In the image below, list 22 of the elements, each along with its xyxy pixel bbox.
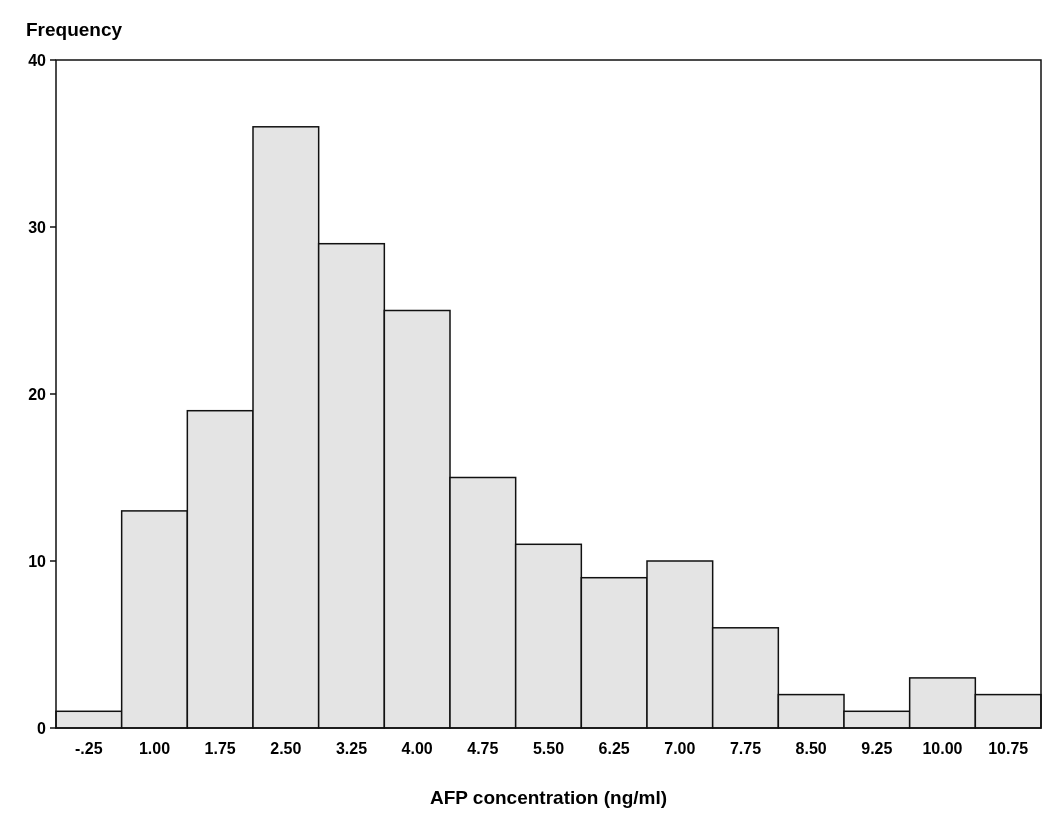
x-tick-label: 5.50	[532, 740, 565, 757]
x-tick-label: -.25	[75, 740, 103, 757]
x-tick-label: 4.00	[401, 740, 433, 757]
y-axis-title: Frequency	[26, 19, 123, 40]
x-tick-label: 3.25	[335, 740, 368, 757]
x-tick-label: 7.75	[729, 740, 762, 757]
y-tick-label: 20	[28, 385, 47, 403]
x-tick-label: 1.00	[138, 740, 171, 757]
x-tick-label: 2.50	[270, 740, 302, 757]
y-tick-label: 40	[28, 51, 47, 69]
y-tick-label: 10	[28, 552, 47, 570]
x-axis-title: AFP concentration (ng/ml)	[429, 787, 668, 808]
x-tick-label: 9.25	[861, 740, 893, 757]
y-tick-label: 0	[37, 719, 47, 737]
x-tick-label: 10.00	[922, 740, 963, 757]
x-tick-label: 10.75	[988, 740, 1029, 757]
x-tick-label: 4.75	[467, 740, 499, 757]
x-tick-label: 8.50	[795, 740, 827, 757]
x-tick-label: 7.00	[664, 740, 696, 757]
x-tick-label: 6.25	[598, 740, 630, 757]
y-tick-label: 30	[28, 218, 47, 236]
x-tick-label: 1.75	[204, 740, 236, 757]
